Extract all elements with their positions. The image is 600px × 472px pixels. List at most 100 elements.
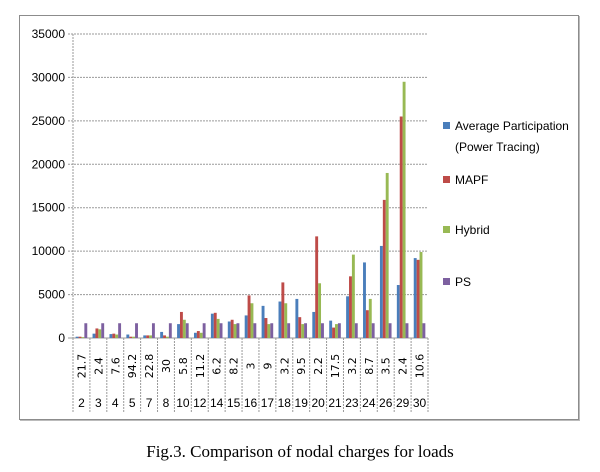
category-label: 21: [328, 396, 342, 410]
bar-hybrid: [199, 332, 203, 338]
category-label: 17: [261, 396, 275, 410]
bar-ps: [135, 323, 138, 338]
bar-average: [278, 301, 282, 338]
bar-average: [126, 334, 130, 338]
category-label-top: 11.2: [194, 354, 207, 379]
bar-hybrid: [368, 298, 372, 338]
bar-hybrid: [385, 172, 389, 338]
bar-ps: [236, 323, 240, 338]
bar-hybrid: [182, 319, 186, 338]
bar-mapf: [281, 282, 285, 338]
bar-mapf: [382, 199, 386, 338]
bar-mapf: [230, 319, 234, 338]
bar-average: [413, 258, 417, 338]
bar-mapf: [95, 328, 99, 338]
bar-average: [363, 262, 366, 338]
bar-mapf: [163, 335, 166, 338]
category-label-top: 2.2: [312, 357, 325, 375]
category-label-top: 17.5: [329, 354, 342, 379]
category-label-top: 8.7: [363, 357, 376, 375]
category-label-top: 3.2: [278, 357, 291, 375]
bar-hybrid: [284, 303, 288, 338]
category-label: 23: [345, 396, 359, 410]
y-tick-label: 30000: [32, 70, 66, 84]
bar-hybrid: [115, 334, 119, 338]
bar-ps: [337, 323, 341, 338]
bar-hybrid: [267, 324, 271, 338]
category-label: 10: [176, 396, 190, 410]
category-label-top: 3.2: [346, 357, 359, 375]
legend-swatch: [443, 226, 450, 233]
category-label: 12: [193, 396, 207, 410]
bar-hybrid: [250, 303, 254, 338]
bar-average: [227, 321, 231, 338]
bar-mapf: [129, 336, 133, 338]
bar-ps: [422, 323, 426, 338]
category-label: 4: [112, 396, 119, 410]
bar-ps: [151, 323, 155, 338]
legend-label: PS: [455, 275, 471, 289]
bar-hybrid: [318, 283, 322, 338]
bar-average: [261, 305, 265, 338]
y-tick-label: 15000: [32, 201, 66, 215]
bar-average: [177, 324, 180, 338]
category-label: 3: [95, 396, 102, 410]
bar-mapf: [213, 312, 217, 338]
category-label: 29: [396, 396, 410, 410]
category-label-top: 3.5: [380, 357, 393, 375]
legend-swatch: [443, 122, 450, 129]
bar-mapf: [146, 335, 150, 338]
bar-mapf: [416, 259, 420, 338]
bar-average: [329, 320, 333, 338]
bar-ps: [287, 323, 291, 338]
bar-average: [244, 315, 248, 338]
bar-ps: [270, 323, 274, 338]
category-label-top: 8.2: [228, 357, 241, 375]
bar-chart: 0 5000 10000 15000 20000 25000 30000 35000 21.7 2…: [32, 27, 569, 412]
category-label: 15: [227, 396, 241, 410]
category-label-top: 21.7: [75, 354, 88, 379]
legend-swatch: [443, 278, 450, 285]
bar-mapf: [247, 295, 251, 338]
category-label-top: 10.6: [414, 354, 427, 379]
bar-mapf: [112, 333, 116, 338]
bar-ps: [371, 323, 375, 338]
category-label-top: 9: [261, 363, 274, 370]
category-label: 16: [244, 396, 258, 410]
bar-mapf: [196, 331, 200, 338]
category-label: 7: [146, 396, 153, 410]
category-label-top: 94.2: [126, 354, 139, 379]
y-tick-label: 20000: [32, 157, 66, 171]
category-label: 20: [311, 396, 325, 410]
bar-average: [143, 335, 147, 338]
category-label-top: 6.2: [211, 357, 224, 375]
bar-hybrid: [216, 318, 220, 338]
category-label: 30: [413, 396, 427, 410]
bar-mapf: [315, 236, 319, 338]
category-label: 14: [210, 396, 224, 410]
bar-hybrid: [419, 252, 423, 338]
legend-label: Hybrid: [455, 223, 490, 237]
bar-average: [75, 336, 79, 338]
legend-label: MAPF: [455, 173, 488, 187]
bar-hybrid: [81, 337, 85, 338]
category-label-top: 5.8: [177, 357, 190, 375]
category-label-top: 9.5: [295, 357, 308, 375]
bar-hybrid: [132, 336, 136, 338]
bar-hybrid: [98, 329, 102, 338]
bar-average: [379, 245, 383, 338]
category-label-top: 30: [160, 359, 173, 373]
bar-average: [92, 333, 96, 338]
bar-average: [312, 311, 316, 338]
bar-ps: [185, 323, 189, 338]
bar-ps: [168, 323, 172, 338]
bar-mapf: [399, 116, 403, 338]
y-tick-label: 10000: [32, 244, 66, 258]
category-label-top: 7.6: [109, 357, 122, 375]
category-label: 24: [362, 396, 376, 410]
category-label: 5: [129, 396, 136, 410]
bar-average: [210, 313, 214, 338]
bar-average: [160, 331, 164, 338]
bar-average: [193, 332, 197, 338]
bar-ps: [202, 323, 206, 338]
